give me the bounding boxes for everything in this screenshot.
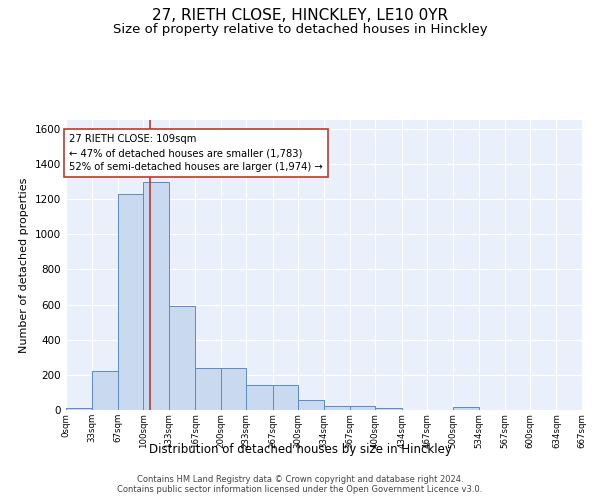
Text: Distribution of detached houses by size in Hinckley: Distribution of detached houses by size … [149, 442, 451, 456]
Bar [246, 386, 272, 410]
Text: 27 RIETH CLOSE: 109sqm
← 47% of detached houses are smaller (1,783)
52% of semi-: 27 RIETH CLOSE: 109sqm ← 47% of detached… [69, 134, 323, 172]
Bar [169, 306, 195, 410]
Bar [221, 368, 246, 410]
Bar [92, 372, 118, 410]
Bar [298, 400, 325, 410]
Bar [453, 408, 479, 410]
Bar [350, 406, 376, 410]
Text: Size of property relative to detached houses in Hinckley: Size of property relative to detached ho… [113, 22, 487, 36]
Bar [376, 408, 402, 410]
Bar [66, 408, 92, 410]
Text: 27, RIETH CLOSE, HINCKLEY, LE10 0YR: 27, RIETH CLOSE, HINCKLEY, LE10 0YR [152, 8, 448, 22]
Bar [195, 368, 221, 410]
Bar [118, 194, 143, 410]
Text: Contains HM Land Registry data © Crown copyright and database right 2024.
Contai: Contains HM Land Registry data © Crown c… [118, 474, 482, 494]
Bar [272, 386, 298, 410]
Y-axis label: Number of detached properties: Number of detached properties [19, 178, 29, 352]
Bar [325, 406, 350, 410]
Bar [143, 182, 169, 410]
